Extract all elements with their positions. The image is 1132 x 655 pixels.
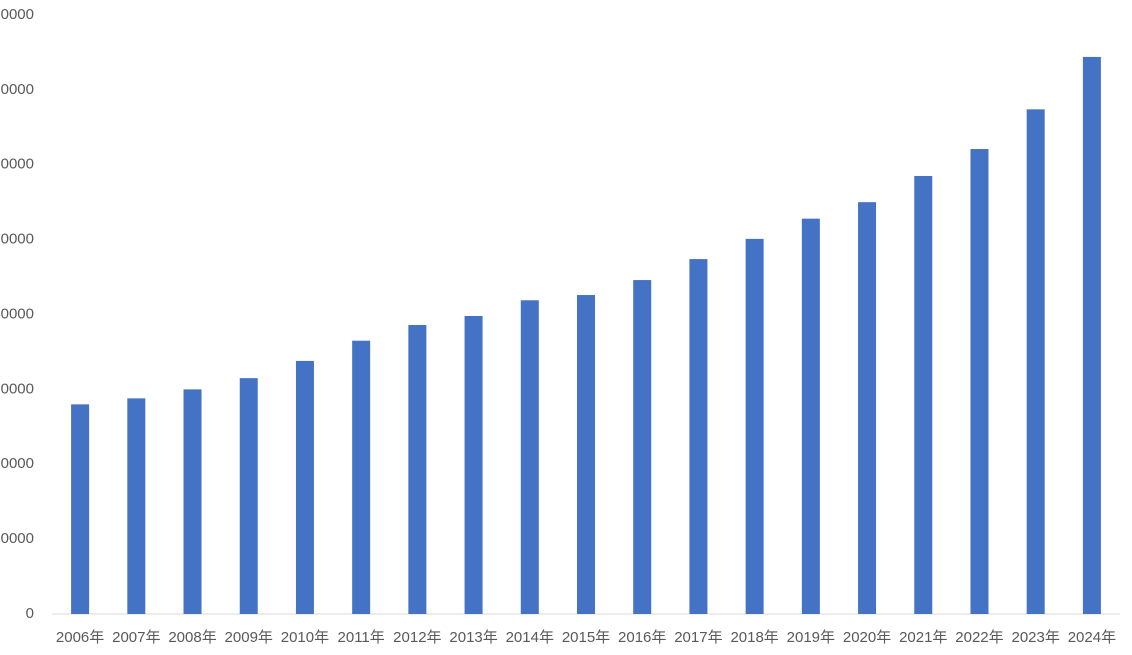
x-tick-label: 2007年 xyxy=(112,629,160,646)
x-tick-label: 2019年 xyxy=(787,629,835,646)
x-tick-label: 2008年 xyxy=(168,629,216,646)
bar xyxy=(520,300,539,614)
bar xyxy=(464,315,483,614)
bar xyxy=(633,280,652,614)
bar xyxy=(71,404,90,614)
y-tick-label: 10000 xyxy=(0,530,34,547)
bar xyxy=(745,238,764,614)
x-tick-label: 2013年 xyxy=(449,629,497,646)
y-tick-label: 0 xyxy=(26,605,34,622)
x-tick-label: 2015年 xyxy=(562,629,610,646)
y-tick-label: 70000 xyxy=(0,81,34,98)
x-tick-label: 2018年 xyxy=(730,629,778,646)
x-tick-label: 2012年 xyxy=(393,629,441,646)
y-tick-label: 50000 xyxy=(0,231,34,248)
bar xyxy=(1026,109,1045,614)
x-tick-label: 2020年 xyxy=(843,629,891,646)
x-tick-label: 2023年 xyxy=(1011,629,1059,646)
bar xyxy=(295,360,314,614)
y-tick-label: 80000 xyxy=(0,6,34,23)
bar xyxy=(914,175,933,614)
x-tick-label: 2009年 xyxy=(225,629,273,646)
bar xyxy=(689,259,708,614)
x-tick-label: 2021年 xyxy=(899,629,947,646)
x-tick-label: 2016年 xyxy=(618,629,666,646)
x-tick-label: 2006年 xyxy=(56,629,104,646)
y-tick-label: 20000 xyxy=(0,455,34,472)
bar xyxy=(801,218,820,614)
x-tick-label: 2024年 xyxy=(1068,629,1116,646)
bar xyxy=(127,398,146,614)
x-tick-label: 2010年 xyxy=(281,629,329,646)
bar xyxy=(239,378,258,614)
y-tick-label: 60000 xyxy=(0,156,34,173)
bar xyxy=(408,324,427,614)
x-tick-label: 2017年 xyxy=(674,629,722,646)
bar xyxy=(858,202,877,614)
x-tick-label: 2022年 xyxy=(955,629,1003,646)
bar xyxy=(970,149,989,614)
bar xyxy=(183,389,202,614)
bar xyxy=(1082,56,1101,615)
x-tick-label: 2014年 xyxy=(506,629,554,646)
bar xyxy=(577,295,595,614)
x-tick-label: 2011年 xyxy=(338,629,385,646)
y-tick-label: 30000 xyxy=(0,380,34,397)
y-tick-label: 40000 xyxy=(0,305,34,322)
bar xyxy=(352,340,371,614)
